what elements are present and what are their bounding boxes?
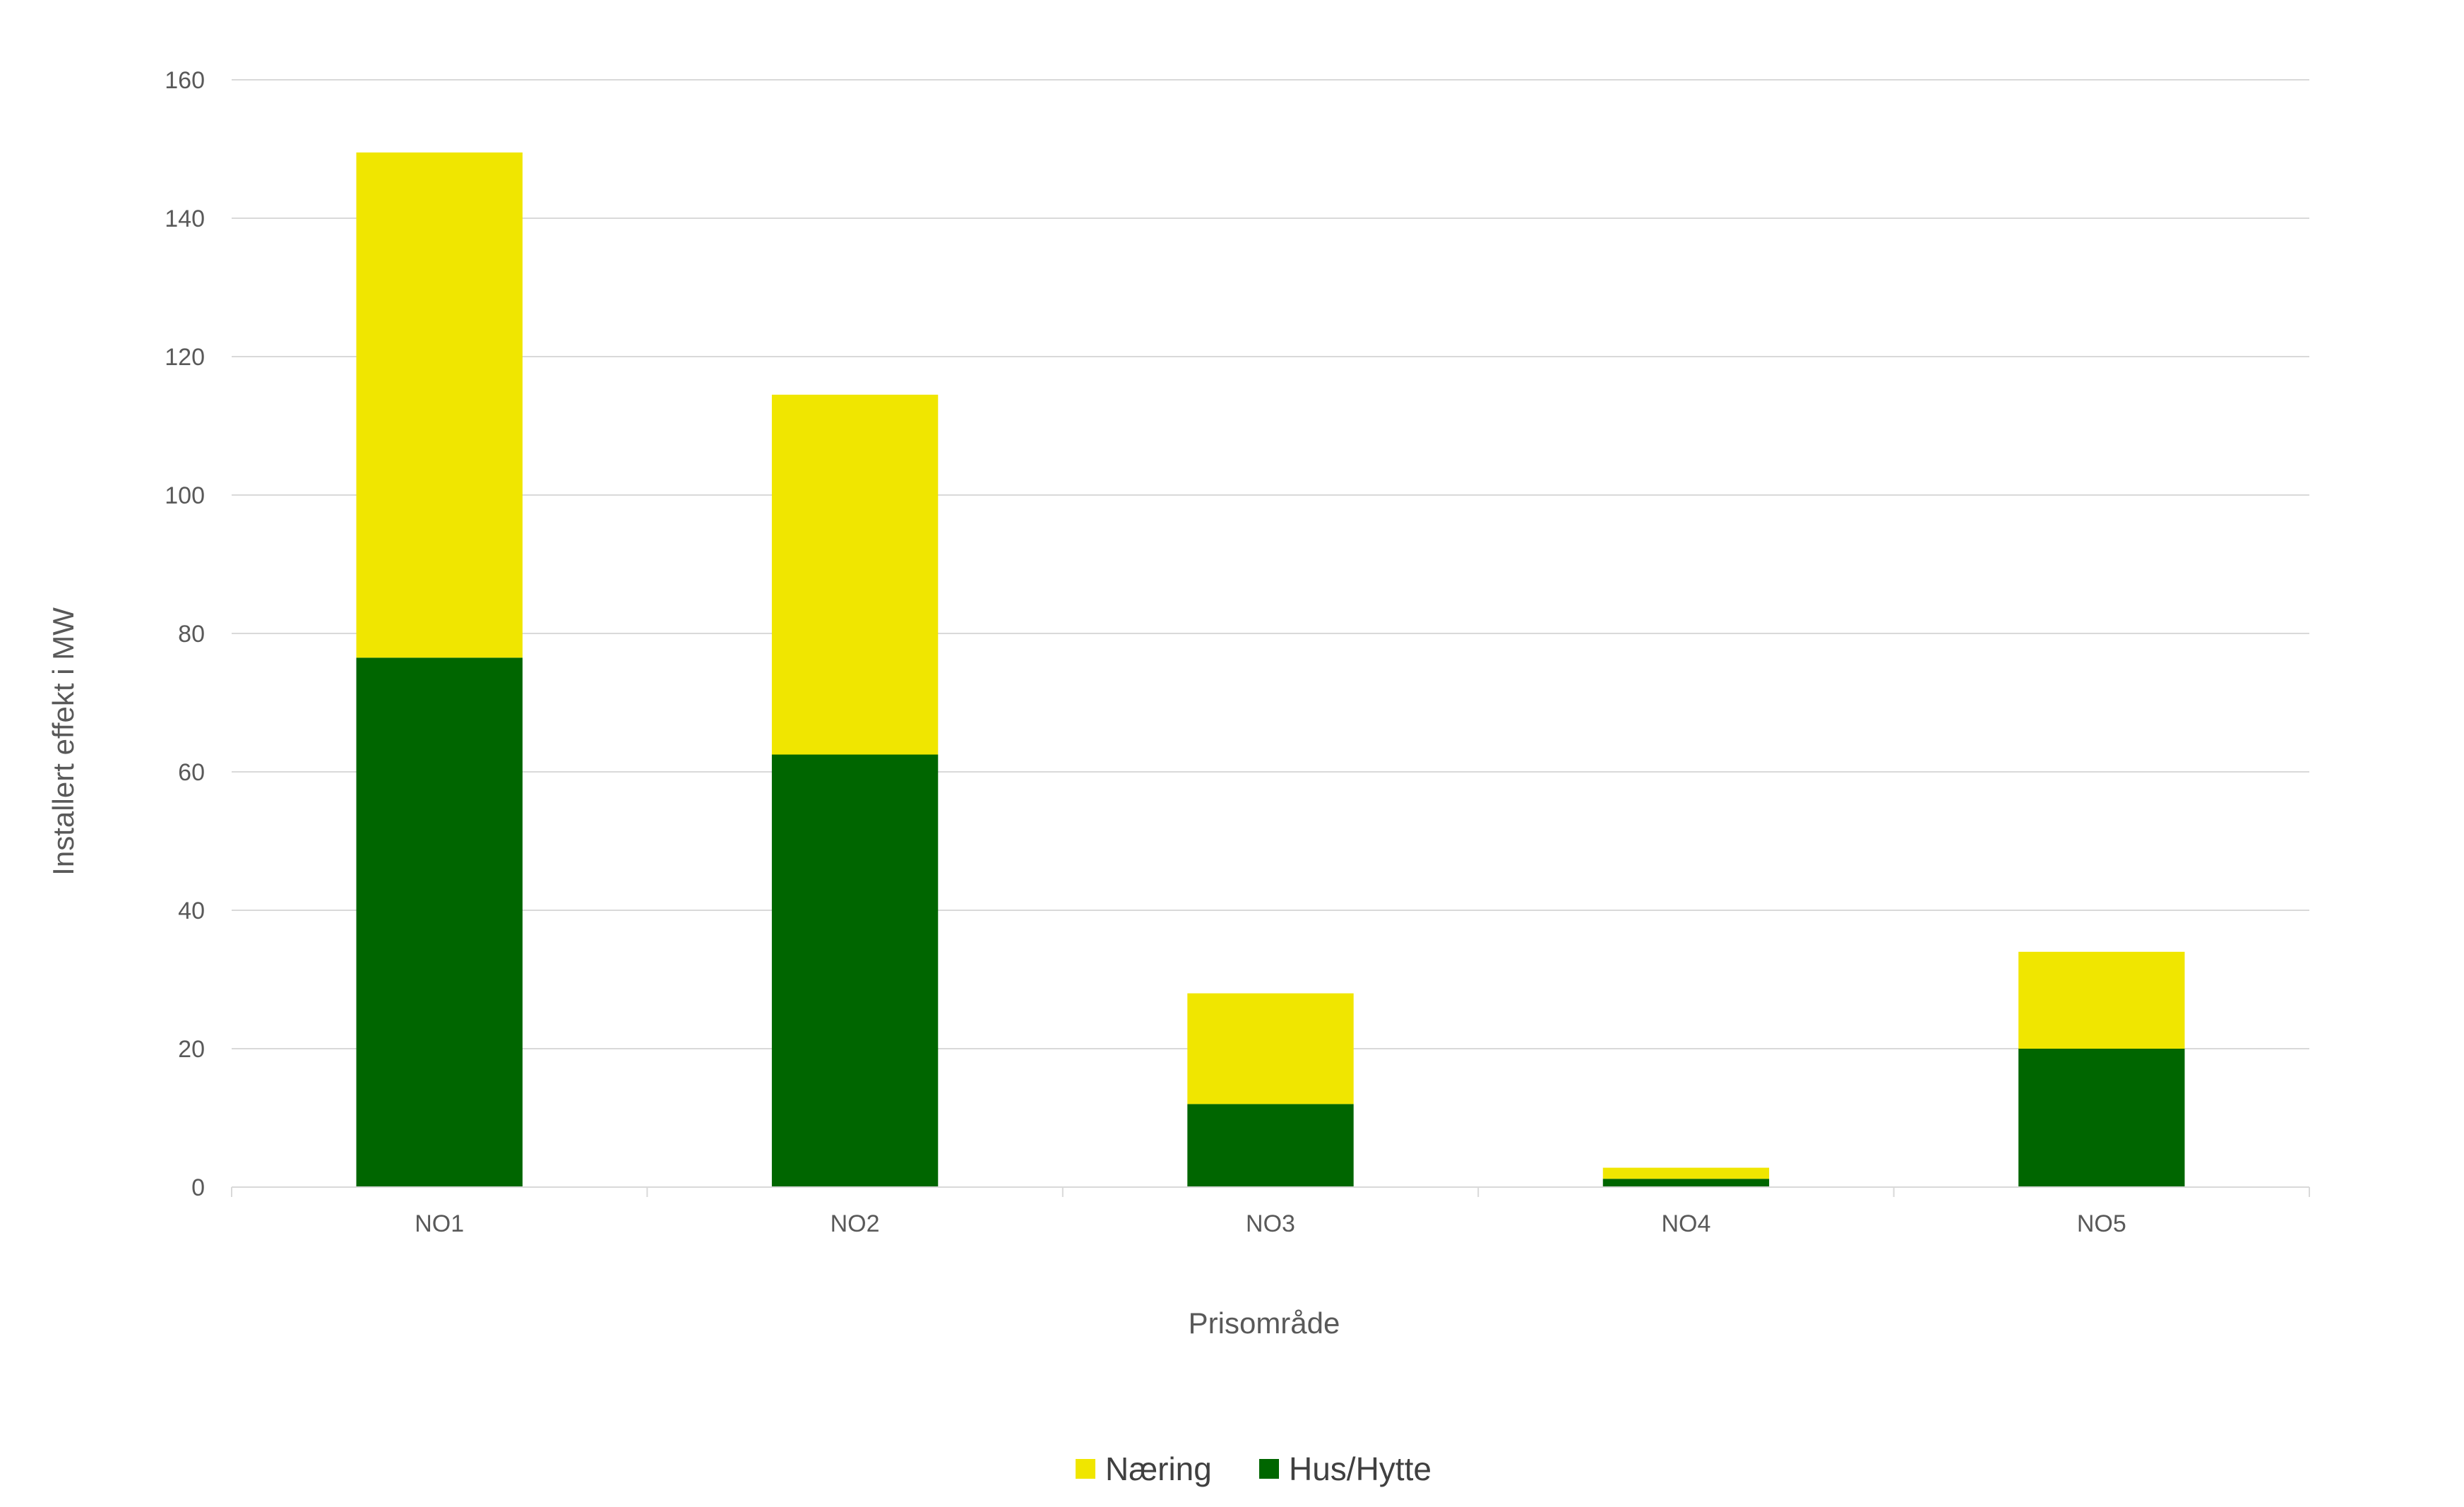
y-axis-title: Installert effekt i MW [47,607,80,876]
x-axis: NO1 NO2 NO3 NO4 NO5 [231,1186,2310,1237]
gridlines [232,79,2309,1049]
x-tick-label: NO4 [1661,1210,1710,1237]
legend-swatch-hus-hytte [1259,1459,1279,1479]
legend: Næring Hus/Hytte [1076,1451,1432,1487]
bar-hus-hytte-no2 [771,754,939,1187]
x-tick-label: NO3 [1246,1210,1295,1237]
bar-hus-hytte-no1 [356,657,523,1187]
bar-hus-hytte-no4 [1602,1179,1770,1187]
y-tick-label: 20 [178,1036,205,1063]
x-axis-title: Prisområde [1189,1306,1340,1340]
x-tick-label: NO5 [2077,1210,2126,1237]
bar-næring-no3 [1187,993,1354,1104]
y-tick-label: 40 [178,898,205,924]
bar-næring-no1 [356,152,523,658]
legend-label: Næring [1105,1451,1212,1487]
y-tick-label: 0 [191,1174,205,1201]
y-tick-label: 80 [178,621,205,648]
y-tick-label: 60 [178,759,205,786]
x-tick-label: NO1 [415,1210,464,1237]
x-tick-label: NO2 [831,1210,880,1237]
legend-swatch-næring [1076,1459,1095,1479]
legend-label: Hus/Hytte [1289,1451,1432,1487]
y-axis: 0 20 40 60 80 100 120 140 160 [165,67,205,1201]
bar-hus-hytte-no3 [1187,1104,1354,1187]
bar-hus-hytte-no5 [2018,1049,2185,1187]
y-tick-label: 140 [165,206,205,232]
bar-næring-no2 [771,394,939,755]
bars [356,152,2185,1187]
y-tick-label: 120 [165,344,205,371]
bar-næring-no4 [1602,1167,1770,1179]
y-tick-label: 100 [165,482,205,509]
bar-næring-no5 [2018,951,2185,1049]
y-tick-label: 160 [165,67,205,94]
